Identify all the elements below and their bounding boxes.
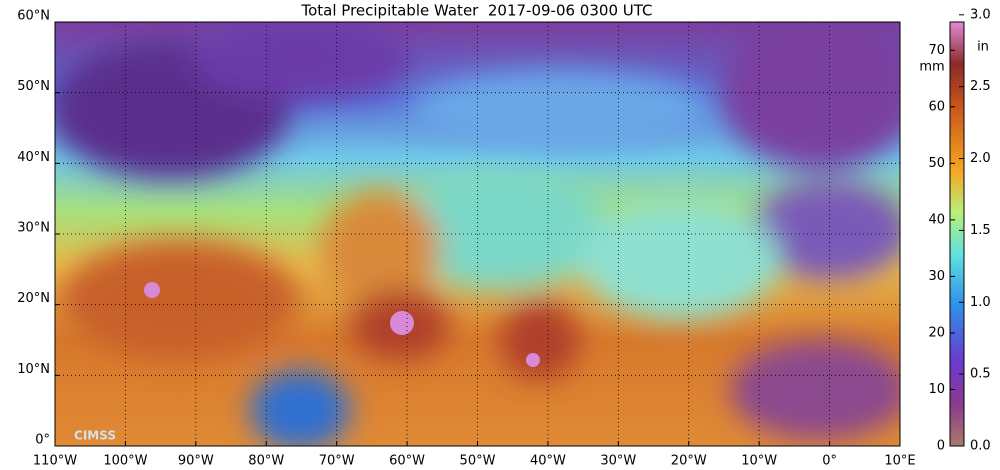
mm-tick-label: 50 bbox=[928, 156, 945, 171]
lon-label: 10°W bbox=[741, 454, 777, 469]
mm-tick-label: 40 bbox=[928, 212, 945, 227]
lon-label: 40°W bbox=[530, 454, 566, 469]
lat-label: 20°N bbox=[17, 291, 50, 306]
lon-label: 50°W bbox=[460, 454, 496, 469]
mm-tick-label: 20 bbox=[928, 325, 945, 340]
lon-label: 0° bbox=[822, 454, 837, 469]
colorbar-unit-in: in bbox=[977, 40, 989, 55]
lat-label: 50°N bbox=[17, 79, 50, 94]
in-tick-label: 2.0 bbox=[970, 151, 991, 166]
in-tick-label: 0.5 bbox=[970, 367, 991, 382]
lat-label: 60°N bbox=[17, 9, 50, 24]
lon-label: 70°W bbox=[319, 454, 355, 469]
colorbar bbox=[949, 21, 965, 447]
mm-tick-label: 60 bbox=[928, 99, 945, 114]
in-tick-label: 1.0 bbox=[970, 295, 991, 310]
in-tick-label: 1.5 bbox=[970, 223, 991, 238]
lon-label: 90°W bbox=[178, 454, 214, 469]
tpw-field bbox=[55, 22, 900, 446]
mm-tick-label: 0 bbox=[937, 439, 945, 454]
mm-tick-label: 30 bbox=[928, 269, 945, 284]
in-tick-label: 3.0 bbox=[970, 7, 991, 22]
in-tick-label: 0.0 bbox=[970, 439, 991, 454]
lon-label: 30°W bbox=[600, 454, 636, 469]
lon-label: 10°E bbox=[884, 454, 915, 469]
lon-label: 20°W bbox=[671, 454, 707, 469]
lat-label: 10°N bbox=[17, 362, 50, 377]
mm-tick-label: 70 bbox=[928, 43, 945, 58]
logo: CIMSS bbox=[74, 429, 116, 443]
lon-label: 110°W bbox=[33, 454, 77, 469]
lat-label: 30°N bbox=[17, 221, 50, 236]
lat-label: 40°N bbox=[17, 150, 50, 165]
mm-tick-label: 10 bbox=[928, 382, 945, 397]
map-title: Total Precipitable Water 2017-09-06 0300… bbox=[300, 2, 652, 20]
colorbar-unit-mm: mm bbox=[919, 60, 944, 75]
lon-label: 60°W bbox=[389, 454, 425, 469]
lat-label: 0° bbox=[35, 433, 50, 448]
lon-label: 100°W bbox=[103, 454, 147, 469]
in-tick-label: 2.5 bbox=[970, 79, 991, 94]
lon-label: 80°W bbox=[248, 454, 284, 469]
